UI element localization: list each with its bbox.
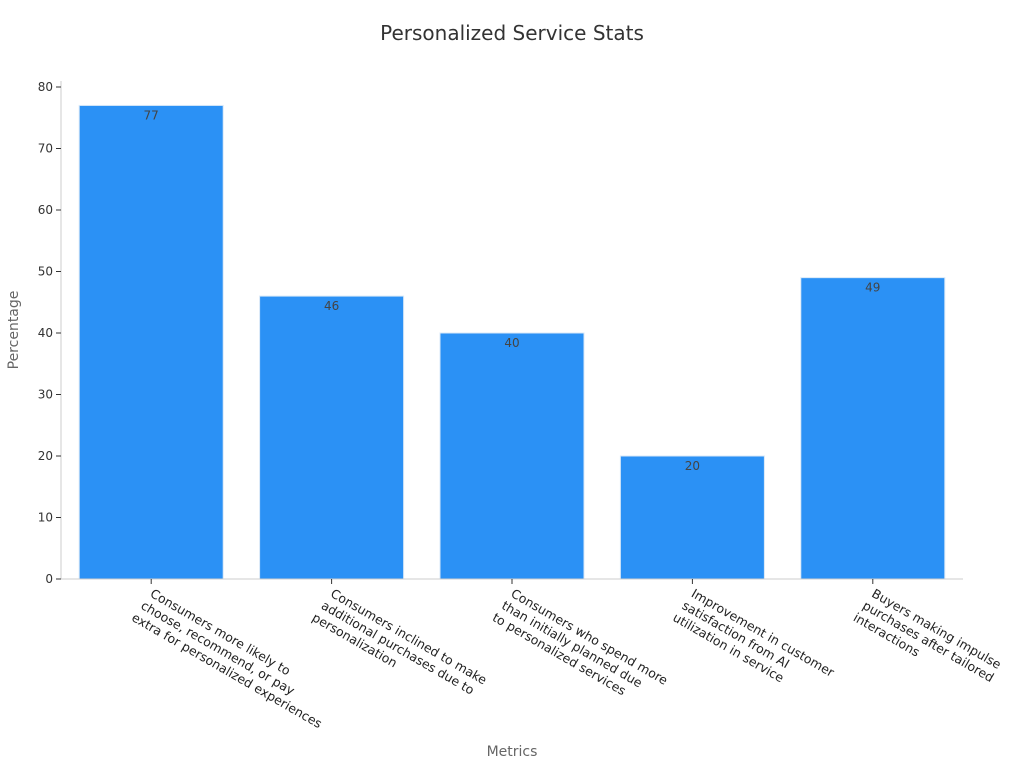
data-label: 46	[324, 299, 339, 313]
y-tick-label: 60	[38, 203, 53, 217]
x-tick-label-line: purchases after tailored	[860, 598, 997, 686]
y-tick-label: 20	[38, 449, 53, 463]
data-label: 77	[144, 108, 159, 122]
y-tick-label: 0	[45, 572, 53, 586]
bars: 77 46 40 20 49	[78, 104, 946, 580]
bar	[78, 104, 224, 580]
x-tick-label-line: additional purchases due to	[319, 598, 477, 698]
data-label: 40	[504, 336, 519, 350]
data-label: 49	[865, 281, 880, 295]
bar	[800, 277, 946, 580]
bar	[259, 295, 405, 580]
y-axis: 0 10 20 30 40 50 60 70 80	[38, 80, 62, 586]
y-tick-label: 10	[38, 511, 53, 525]
y-tick-label: 50	[38, 265, 53, 279]
y-tick-label: 40	[38, 326, 53, 340]
y-axis-label: Percentage	[6, 291, 22, 370]
bar	[619, 455, 765, 580]
x-axis-label: Metrics	[487, 744, 538, 760]
y-tick-label: 70	[38, 142, 53, 156]
bar	[439, 332, 585, 580]
x-tick-label-line: than initially planned due	[499, 598, 645, 691]
data-label: 20	[685, 459, 700, 473]
chart-title: Personalized Service Stats	[380, 21, 644, 45]
x-tick-label-line: choose, recommend, or pay	[138, 598, 298, 699]
y-tick-label: 30	[38, 388, 53, 402]
y-tick-label: 80	[38, 80, 53, 94]
